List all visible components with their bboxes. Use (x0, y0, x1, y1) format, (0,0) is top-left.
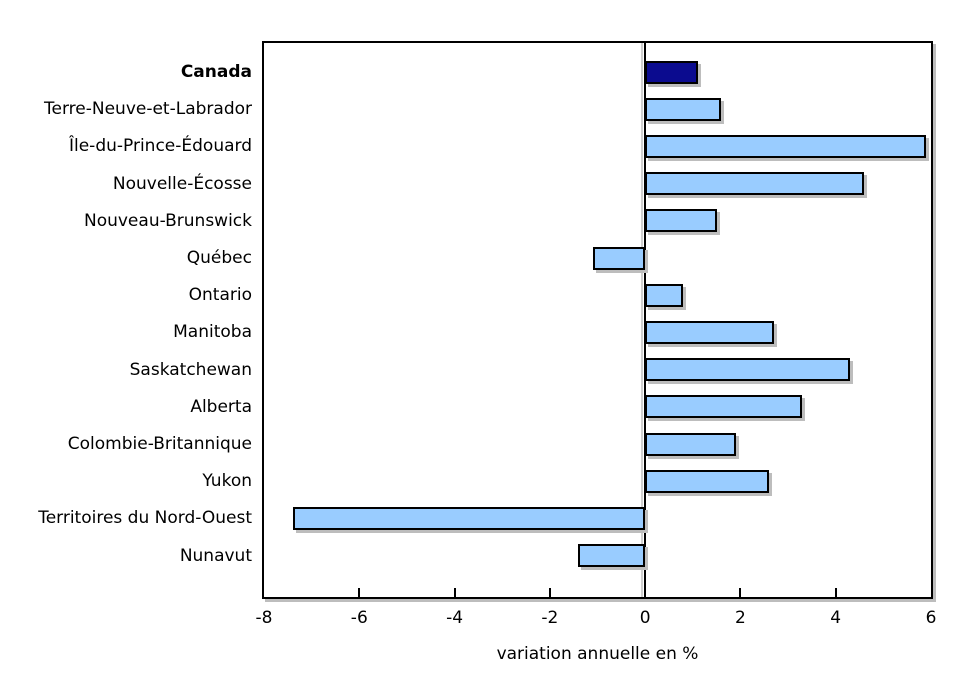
category-label: Canada (180, 62, 252, 82)
category-label: Alberta (190, 396, 252, 417)
bar-yukon (645, 469, 769, 493)
bar-canada (645, 60, 698, 84)
x-tick-label: 0 (639, 608, 651, 628)
x-axis-tick-labels: -8 -6 -4 -2 0 2 4 6 (256, 606, 937, 630)
tick-mark (739, 588, 742, 597)
bar-nouvelle-cosse (645, 172, 865, 196)
x-tick-label: -2 (541, 608, 559, 628)
category-label: Nouvelle-Écosse (112, 173, 252, 194)
category-label: Manitoba (173, 322, 252, 343)
x-tick-label: 2 (735, 608, 746, 628)
category-label: Ontario (188, 285, 252, 306)
category-label: Nunavut (179, 545, 252, 566)
category-label: Terre-Neuve-et-Labrador (44, 99, 252, 120)
x-tick-label: -6 (350, 608, 368, 628)
category-label: Territoires du Nord-Ouest (38, 508, 252, 529)
category-label: Nouveau-Brunswick (83, 210, 252, 231)
bar-colombie-britannique (645, 432, 736, 456)
tick-mark (834, 588, 837, 597)
bar-manitoba (645, 320, 774, 344)
tick-mark (453, 588, 456, 597)
x-tick-label: -4 (446, 608, 464, 628)
bar--le-du-prince-douard (645, 134, 927, 158)
bar-nunavut (578, 544, 646, 568)
tick-mark (358, 588, 361, 597)
x-tick-label: 4 (830, 608, 842, 628)
zero-axis-line (644, 43, 647, 597)
category-label: Colombie-Britannique (67, 434, 252, 454)
x-axis-title: variation annuelle en % (496, 644, 699, 664)
bar-nouveau-brunswick (645, 209, 717, 233)
bar-ontario (645, 283, 684, 307)
plot-area (262, 41, 933, 599)
category-label: Saskatchewan (129, 359, 252, 380)
category-label: Yukon (202, 471, 252, 492)
bar-saskatchewan (645, 358, 850, 382)
x-tick-label: -8 (255, 608, 273, 628)
x-tick-label: 6 (925, 608, 937, 628)
x-axis-tick-marks (264, 43, 931, 597)
bar-alberta (645, 395, 803, 419)
bar-territoires-du-nord-ouest (292, 506, 646, 530)
bar-terre-neuve-et-labrador (645, 97, 722, 121)
tick-mark (548, 588, 551, 597)
bars-layer (264, 43, 931, 597)
bar-qu-bec (592, 246, 646, 270)
category-labels: Canada Terre-Neuve-et-Labrador Île-du-Prin… (0, 41, 252, 599)
category-label: Québec (186, 248, 252, 268)
category-label: Île-du-Prince-Édouard (68, 136, 252, 157)
